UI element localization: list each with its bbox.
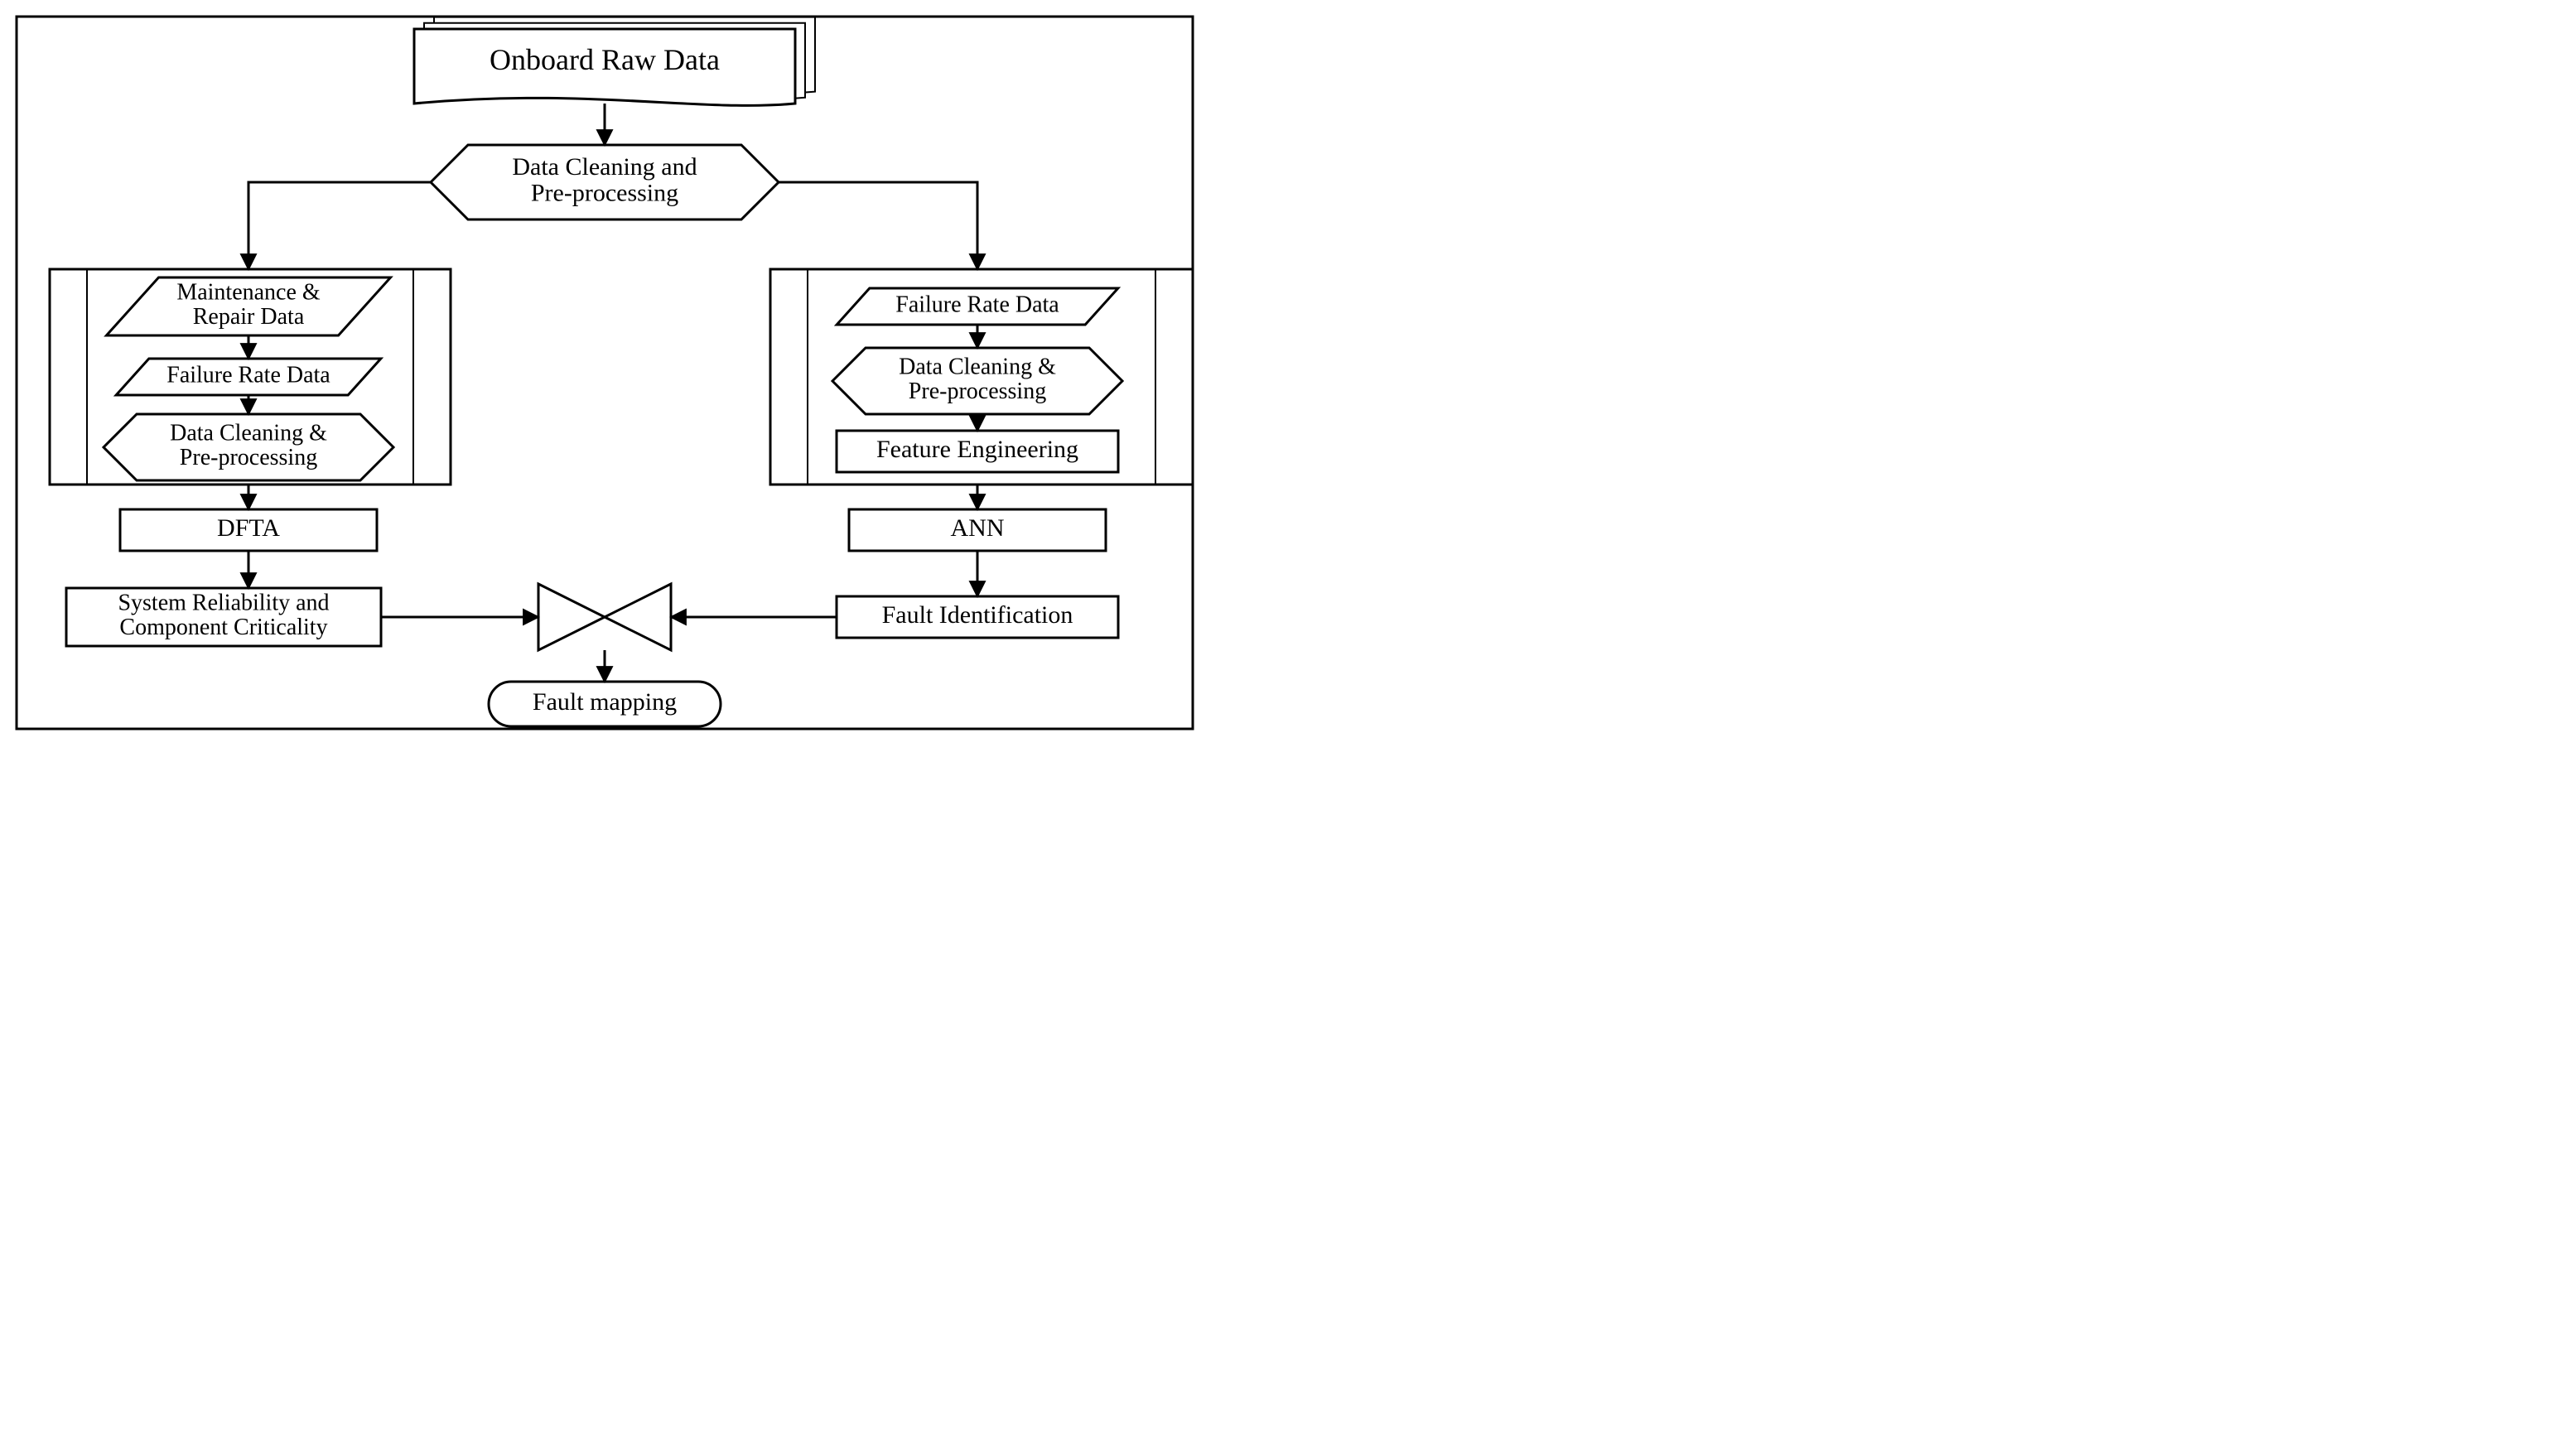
svg-text:Failure Rate Data: Failure Rate Data bbox=[895, 292, 1059, 317]
svg-text:Pre-processing: Pre-processing bbox=[180, 445, 317, 470]
svg-text:Feature Engineering: Feature Engineering bbox=[876, 436, 1078, 463]
clean_left: Data Cleaning &Pre-processing bbox=[104, 414, 393, 480]
maint_repair: Maintenance &Repair Data bbox=[107, 277, 391, 335]
svg-text:Pre-processing: Pre-processing bbox=[531, 180, 678, 207]
svg-text:Repair Data: Repair Data bbox=[193, 304, 305, 330]
svg-text:DFTA: DFTA bbox=[217, 514, 280, 542]
dfta: DFTA bbox=[120, 509, 377, 551]
feat_eng: Feature Engineering bbox=[837, 431, 1118, 472]
svg-text:Maintenance &: Maintenance & bbox=[176, 280, 321, 306]
svg-text:Data Cleaning and: Data Cleaning and bbox=[512, 153, 697, 181]
raw_data: Onboard Raw Data bbox=[414, 17, 815, 106]
fail_rate_left: Failure Rate Data bbox=[116, 359, 381, 395]
svg-text:System Reliability and: System Reliability and bbox=[118, 591, 329, 616]
fail_rate_right: Failure Rate Data bbox=[837, 288, 1118, 325]
edge bbox=[779, 182, 977, 269]
merge bbox=[538, 584, 671, 650]
svg-text:Pre-processing: Pre-processing bbox=[909, 379, 1046, 404]
svg-text:ANN: ANN bbox=[951, 514, 1005, 542]
fault_mapping: Fault mapping bbox=[489, 682, 721, 726]
svg-text:Data Cleaning &: Data Cleaning & bbox=[899, 354, 1056, 380]
ann: ANN bbox=[849, 509, 1106, 551]
svg-text:Component Criticality: Component Criticality bbox=[119, 615, 327, 640]
fault_id: Fault Identification bbox=[837, 596, 1118, 638]
clean_right: Data Cleaning &Pre-processing bbox=[832, 348, 1122, 414]
reliability: System Reliability andComponent Critical… bbox=[66, 588, 381, 646]
svg-text:Data Cleaning &: Data Cleaning & bbox=[170, 421, 327, 446]
svg-text:Fault mapping: Fault mapping bbox=[533, 688, 677, 716]
clean_top: Data Cleaning andPre-processing bbox=[431, 145, 779, 219]
svg-text:Failure Rate Data: Failure Rate Data bbox=[166, 362, 330, 388]
svg-text:Fault Identification: Fault Identification bbox=[882, 601, 1073, 629]
svg-text:Onboard Raw Data: Onboard Raw Data bbox=[490, 43, 720, 76]
edge bbox=[248, 182, 431, 269]
